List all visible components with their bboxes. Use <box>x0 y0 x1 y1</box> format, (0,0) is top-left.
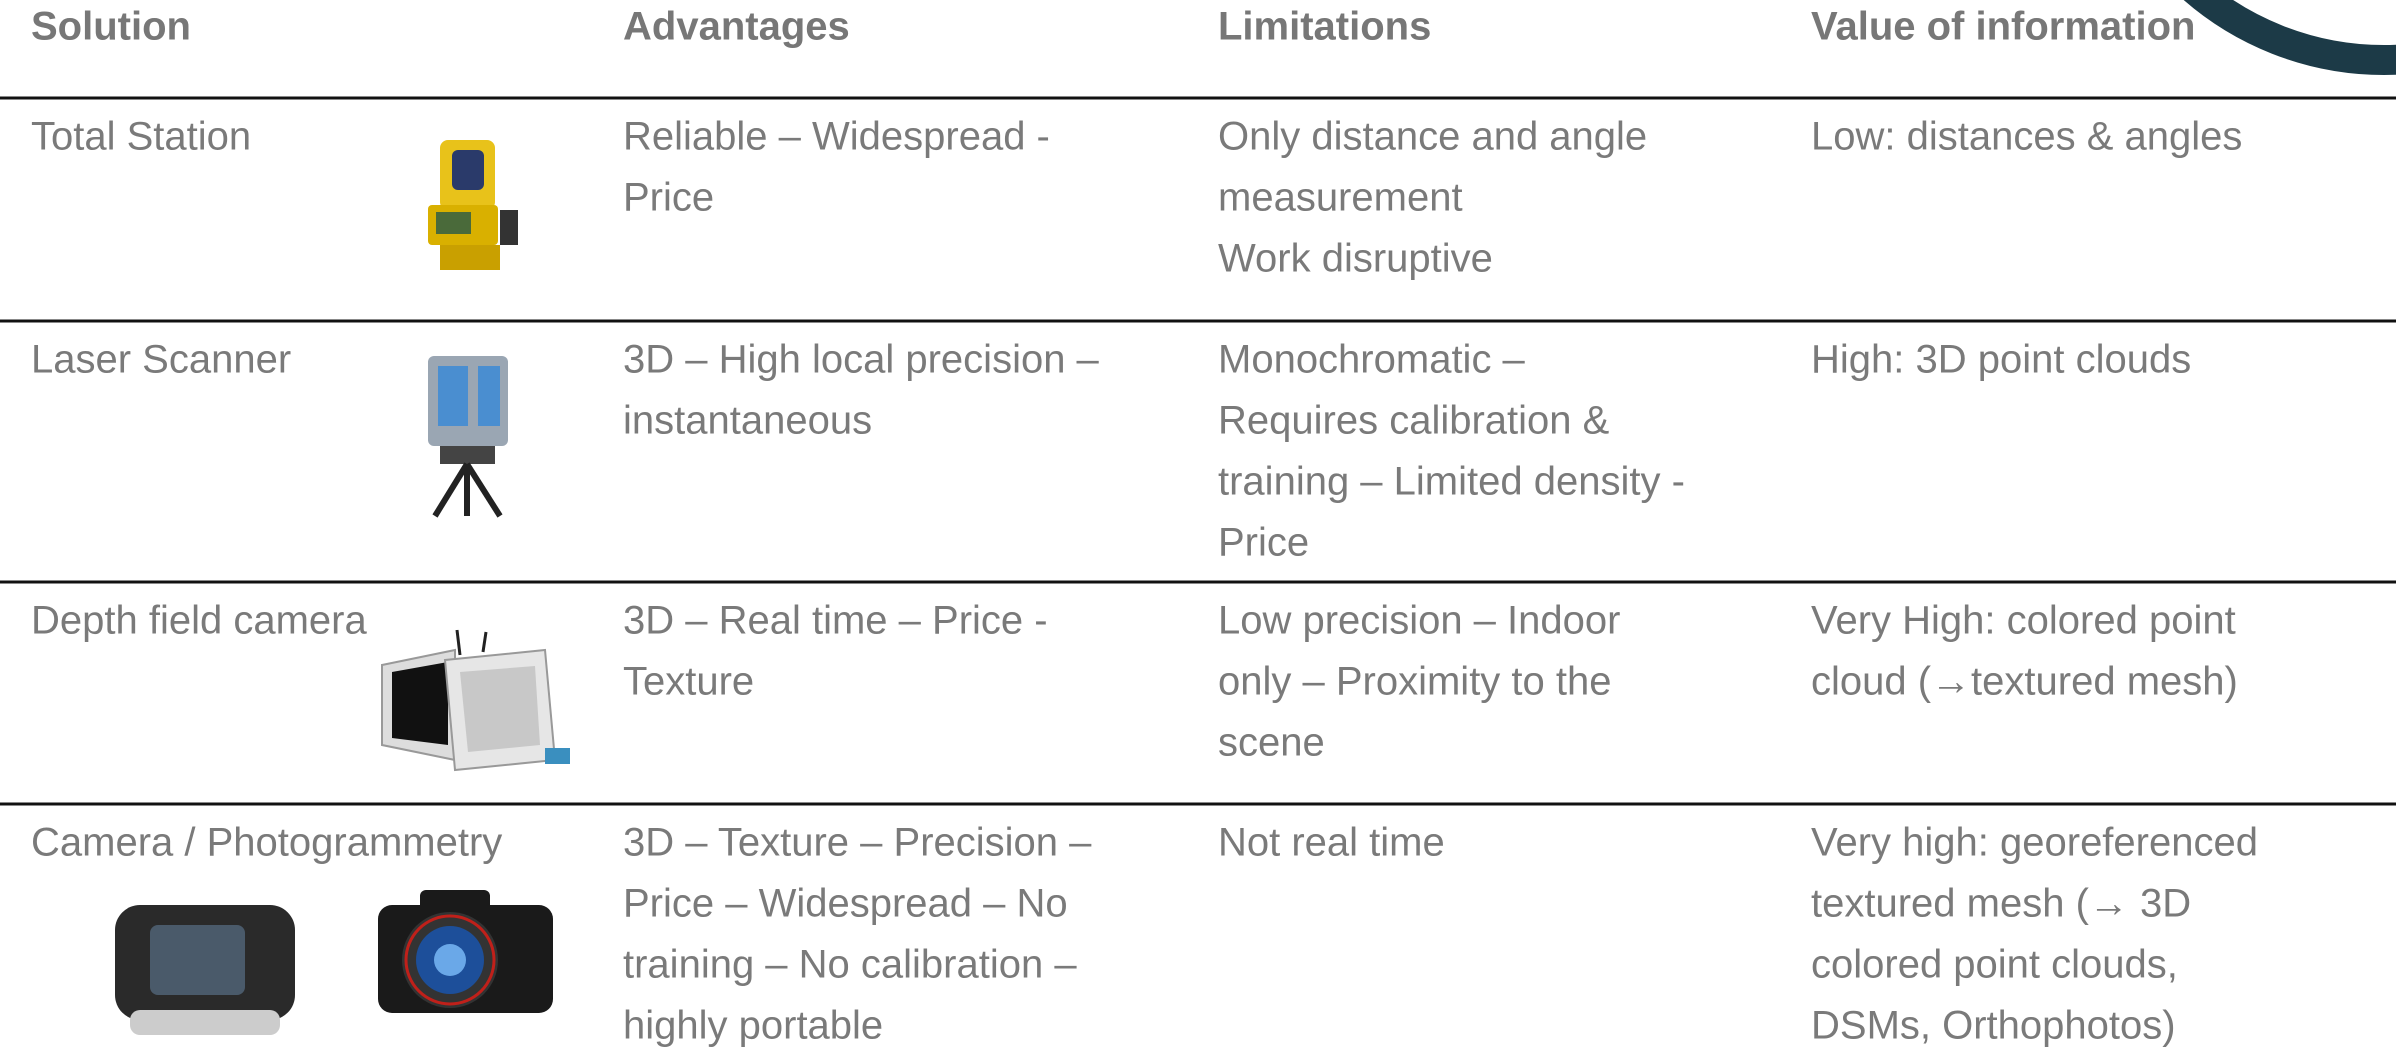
cell-text: Monochromatic – <box>1218 338 1526 382</box>
cell-text: scene <box>1218 721 1325 765</box>
cell-text: measurement <box>1218 176 1463 220</box>
cell-text: 3D – High local precision – <box>623 338 1100 382</box>
cell-text: highly portable <box>623 1004 883 1048</box>
cell-text: instantaneous <box>623 399 872 443</box>
cell-text: Price – Widespread – No <box>623 882 1068 926</box>
cell-text: Texture <box>623 660 754 704</box>
cell-text: Low: distances & angles <box>1811 115 2242 159</box>
column-header: Limitations <box>1218 5 1431 49</box>
column-header: Solution <box>31 5 191 49</box>
total-station-icon <box>428 140 518 270</box>
cell-text: High: 3D point clouds <box>1811 338 2191 382</box>
cell-text: training – Limited density - <box>1218 460 1685 504</box>
cell-text: 3D – Texture – Precision – <box>623 821 1092 865</box>
cell-text: Very High: colored point <box>1811 599 2236 643</box>
camera-icons <box>115 890 553 1035</box>
decorative-arc <box>2183 0 2396 75</box>
cell-text: training – No calibration – <box>623 943 1077 987</box>
cell-text: Low precision – Indoor <box>1218 599 1620 643</box>
cell-text: Only distance and angle <box>1218 115 1647 159</box>
cell-text: Work disruptive <box>1218 237 1493 281</box>
cell-text: only – Proximity to the <box>1218 660 1612 704</box>
column-header: Value of information <box>1811 5 2195 49</box>
cell-text: DSMs, Orthophotos) <box>1811 1004 2176 1048</box>
cell-text: Laser Scanner <box>31 338 291 382</box>
cell-text: Price <box>1218 521 1309 565</box>
cell-text: colored point clouds, <box>1811 943 2178 987</box>
cell-text: Camera / Photogrammetry <box>31 821 502 865</box>
cell-text: Price <box>623 176 714 220</box>
cell-text: Depth field camera <box>31 599 367 643</box>
cell-text: Reliable – Widespread - <box>623 115 1050 159</box>
cell-text: Not real time <box>1218 821 1445 865</box>
column-header: Advantages <box>623 5 850 49</box>
cell-text: Requires calibration & <box>1218 399 1610 443</box>
cell-text: cloud (→textured mesh) <box>1811 660 2238 704</box>
cell-text: textured mesh (→ 3D <box>1811 882 2191 926</box>
cell-text: Total Station <box>31 115 251 159</box>
cell-text: Very high: georeferenced <box>1811 821 2258 865</box>
depth-camera-icon <box>381 629 570 772</box>
cell-text: 3D – Real time – Price - <box>623 599 1048 643</box>
laser-scanner-icon <box>428 356 508 518</box>
